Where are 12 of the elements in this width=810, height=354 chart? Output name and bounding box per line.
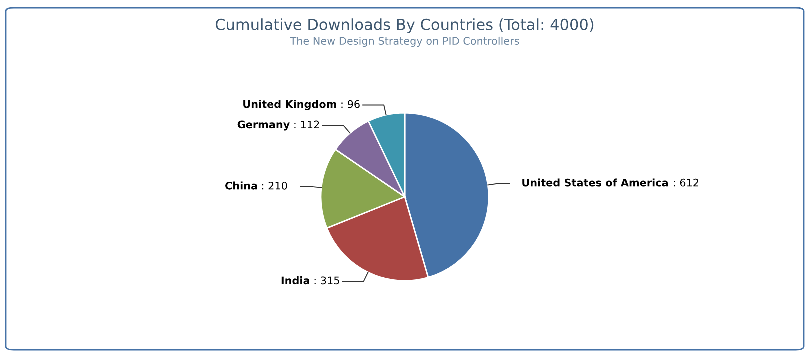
- slice-label: United States of America: [522, 178, 668, 187]
- slice-label: China: [226, 182, 258, 190]
- slice-label: India: [282, 276, 310, 285]
- data-label: : 96: [342, 100, 360, 108]
- chart-subtitle: The New Design Strategy on PID Controllers: [290, 36, 520, 48]
- data-label: : 315: [314, 276, 340, 285]
- chart-title: Cumulative Downloads By Countries (Total: 4000): [216, 18, 594, 34]
- data-label: : 612: [674, 178, 699, 187]
- data-label: : 112: [294, 120, 320, 129]
- data-label: : 210: [262, 182, 288, 190]
- slice-label: United Kingdom: [244, 100, 336, 110]
- slice-label: Germany: [238, 120, 290, 131]
